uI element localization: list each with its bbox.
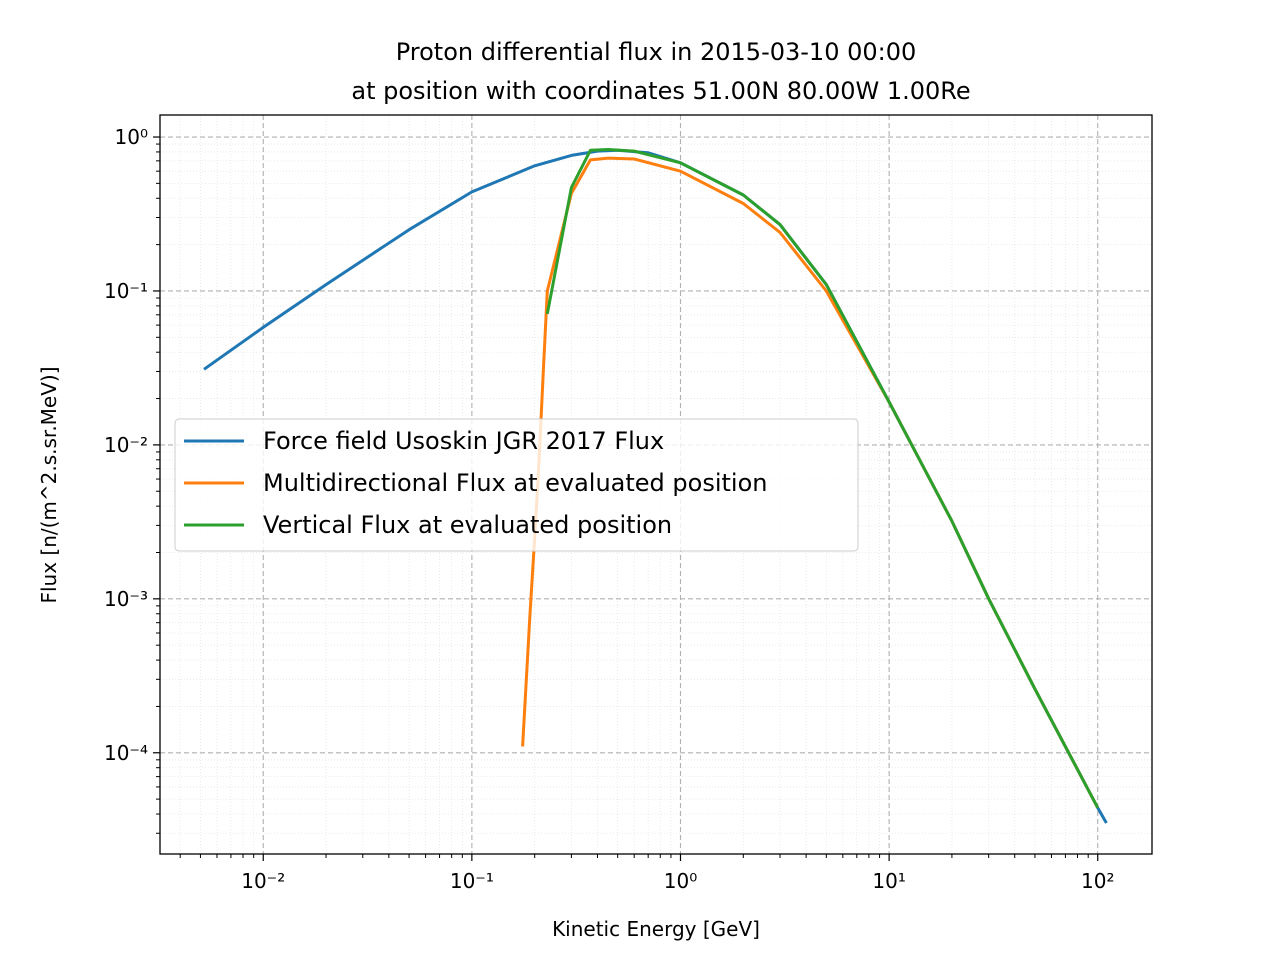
x-tick-label: 10⁻² (241, 869, 285, 893)
x-axis-label: Kinetic Energy [GeV] (552, 917, 760, 941)
legend-label-2: Multidirectional Flux at evaluated posit… (263, 469, 767, 497)
y-tick-label: 10⁻³ (104, 587, 148, 611)
legend-label-3: Vertical Flux at evaluated position (263, 511, 672, 539)
ticks: 10⁻² 10⁻¹ 10⁰ 10¹ 10² 10⁰ 10⁻¹ 10⁻² 10⁻³ 10⁻⁴ (104, 125, 1115, 893)
legend-label-1: Force field Usoskin JGR 2017 Flux (263, 427, 664, 455)
y-tick-label: 10⁻¹ (104, 279, 148, 303)
x-tick-label: 10¹ (872, 869, 905, 893)
y-tick-label: 10⁻² (104, 433, 148, 457)
x-tick-label: 10⁰ (664, 869, 697, 893)
y-tick-label: 10⁻⁴ (104, 741, 148, 765)
chart-title-line-2: at position with coordinates 51.00N 80.0… (351, 77, 970, 105)
plot-frame (159, 114, 1153, 855)
x-tick-label: 10⁻¹ (450, 869, 494, 893)
x-tick-label: 10² (1081, 869, 1114, 893)
chart-title-line-1: Proton differential flux in 2015-03-10 0… (396, 38, 917, 66)
legend-frame (174, 418, 859, 552)
y-tick-label: 10⁰ (115, 125, 148, 149)
legend: Force field Usoskin JGR 2017 Flux Multidi… (174, 418, 859, 552)
series-line-3 (545, 148, 1100, 809)
y-axis-label: Flux [n/(m^2.s.sr.MeV)] (37, 366, 61, 603)
